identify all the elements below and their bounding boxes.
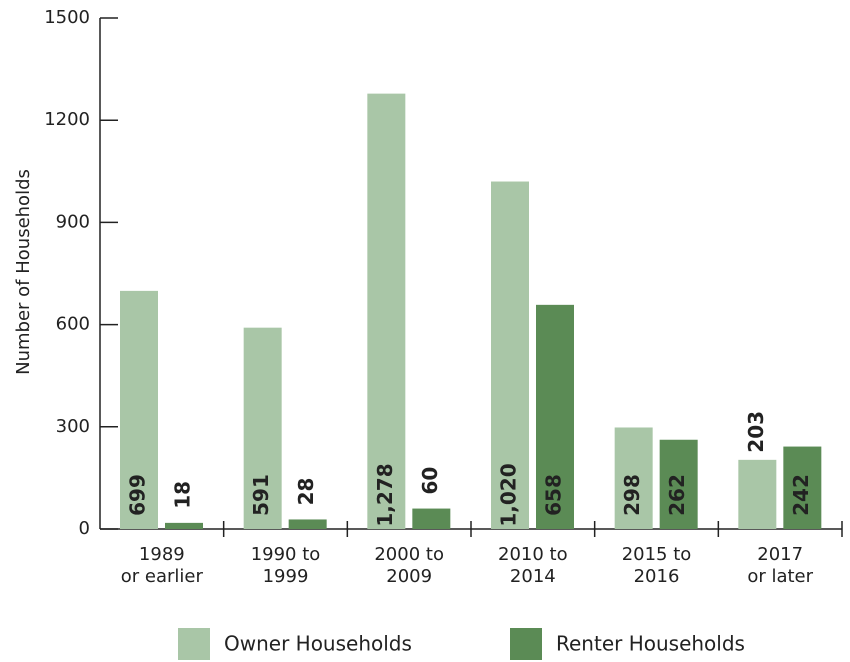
value-label: 591 — [249, 474, 273, 516]
x-tick-label: or earlier — [121, 566, 204, 587]
value-label: 28 — [294, 478, 318, 506]
y-tick-label: 600 — [56, 314, 90, 335]
x-tick-label: 2000 to — [374, 544, 444, 565]
y-tick-label: 1500 — [44, 7, 90, 28]
value-label: 60 — [418, 467, 442, 495]
legend-label: Owner Households — [224, 632, 412, 656]
value-label: 242 — [789, 474, 813, 516]
bar — [536, 304, 574, 529]
x-tick-label: 2009 — [386, 566, 432, 587]
legend-label: Renter Households — [556, 632, 745, 656]
bar — [367, 93, 406, 530]
bar — [288, 519, 327, 529]
bar — [491, 181, 529, 529]
bar — [412, 508, 451, 529]
x-tick-label: 2015 to — [622, 544, 692, 565]
bar — [614, 427, 653, 529]
y-tick-label: 900 — [56, 211, 90, 232]
bar — [659, 439, 698, 529]
x-tick-label: 2016 — [634, 566, 680, 587]
value-label: 262 — [665, 474, 689, 516]
y-axis-label: Number of Households — [13, 169, 34, 375]
x-tick-label: 2014 — [510, 566, 556, 587]
x-tick-label: or later — [747, 566, 813, 587]
x-tick-label: 1989 — [139, 544, 185, 565]
value-label: 1,020 — [497, 463, 521, 526]
value-label: 658 — [542, 474, 566, 516]
bar — [738, 459, 777, 529]
value-label: 699 — [126, 474, 150, 516]
x-tick-label: 1990 to — [251, 544, 321, 565]
value-label: 298 — [620, 474, 644, 516]
x-tick-label: 1999 — [263, 566, 309, 587]
x-tick-label: 2010 to — [498, 544, 568, 565]
legend-swatch — [510, 628, 542, 660]
value-label: 1,278 — [373, 463, 397, 526]
y-tick-label: 1200 — [44, 109, 90, 130]
bar — [243, 327, 282, 529]
y-tick-label: 0 — [79, 518, 90, 539]
x-tick-label: 2017 — [757, 544, 803, 565]
bar — [783, 446, 822, 529]
value-label: 18 — [171, 481, 195, 509]
bar — [120, 290, 158, 529]
y-tick-label: 300 — [56, 416, 90, 437]
legend-swatch — [178, 628, 210, 660]
bar — [165, 522, 203, 529]
value-label: 203 — [744, 411, 768, 453]
